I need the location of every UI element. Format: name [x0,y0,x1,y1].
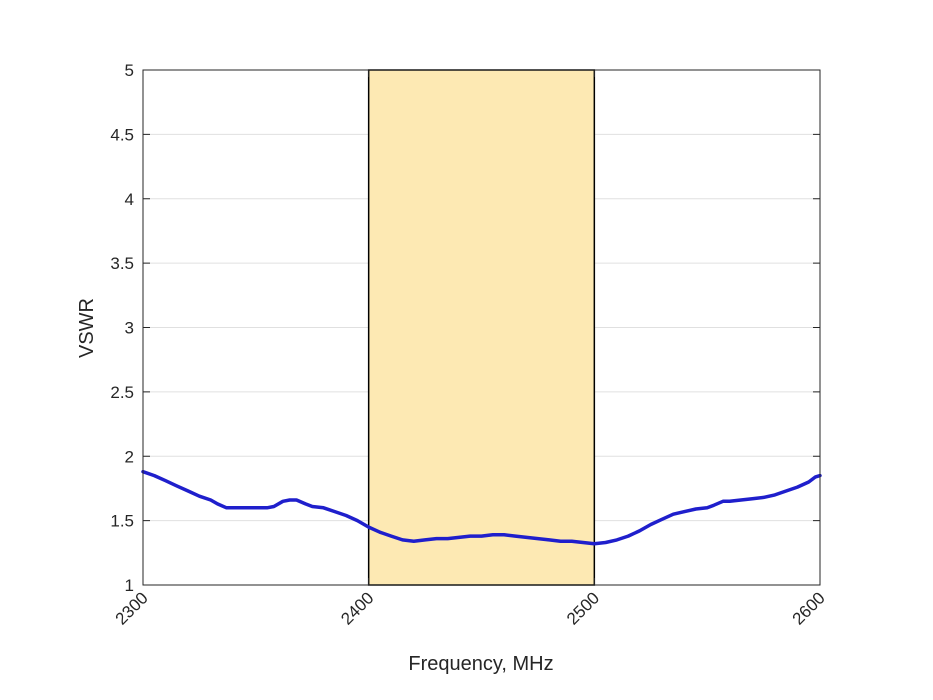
y-tick-label: 2.5 [110,383,134,402]
x-axis-title: Frequency, MHz [408,653,553,675]
y-tick-label: 4 [125,190,134,209]
x-tick-label: 2500 [563,588,603,628]
y-tick-label: 3.5 [110,254,134,273]
x-tick-label: 2600 [789,588,829,628]
y-tick-label: 1 [125,576,134,595]
y-tick-label: 1.5 [110,512,134,531]
y-tick-label: 3 [125,319,134,338]
series-line-vswr [141,469,822,546]
y-axis-title: VSWR [76,298,98,358]
highlight-band [367,69,596,586]
x-tick-label: 2400 [337,588,377,628]
y-tick-label: 2 [125,447,134,466]
y-tick-label: 5 [125,61,134,80]
y-tick-label: 4.5 [110,125,134,144]
y-axis-ticks: 1 1.5 2 2.5 3 3.5 4 4.5 5 [110,61,820,595]
